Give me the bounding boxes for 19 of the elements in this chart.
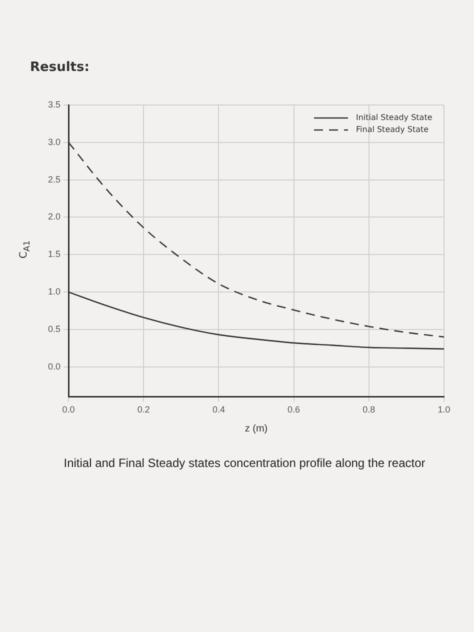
x-tick-label: 0.4 bbox=[212, 404, 225, 415]
legend-label: Final Steady State bbox=[356, 125, 429, 134]
y-tick-label: 2.5 bbox=[48, 174, 61, 184]
y-tick-label: 0.5 bbox=[48, 324, 61, 334]
y-tick-label: 1.0 bbox=[48, 286, 61, 297]
x-tick-label: 0.6 bbox=[288, 404, 300, 415]
text: Results: bbox=[30, 60, 90, 75]
x-tick-label: 1.0 bbox=[438, 404, 450, 415]
y-tick-label: 3.5 bbox=[48, 99, 61, 110]
x-tick-label: 0.8 bbox=[362, 404, 376, 415]
y-tick-label: 2.0 bbox=[48, 212, 61, 222]
legend-label: Initial Steady State bbox=[356, 113, 432, 122]
y-tick-label: 0.0 bbox=[48, 361, 61, 372]
text: Initial and Final Steady states concentration profile along the reactor bbox=[64, 456, 426, 470]
x-tick-label: 0.0 bbox=[62, 404, 75, 415]
x-tick-label: 0.2 bbox=[137, 404, 150, 415]
y-tick-label: 1.5 bbox=[48, 249, 61, 260]
y-tick-label: 3.0 bbox=[48, 136, 61, 147]
x-axis-title: z (m) bbox=[244, 423, 268, 434]
